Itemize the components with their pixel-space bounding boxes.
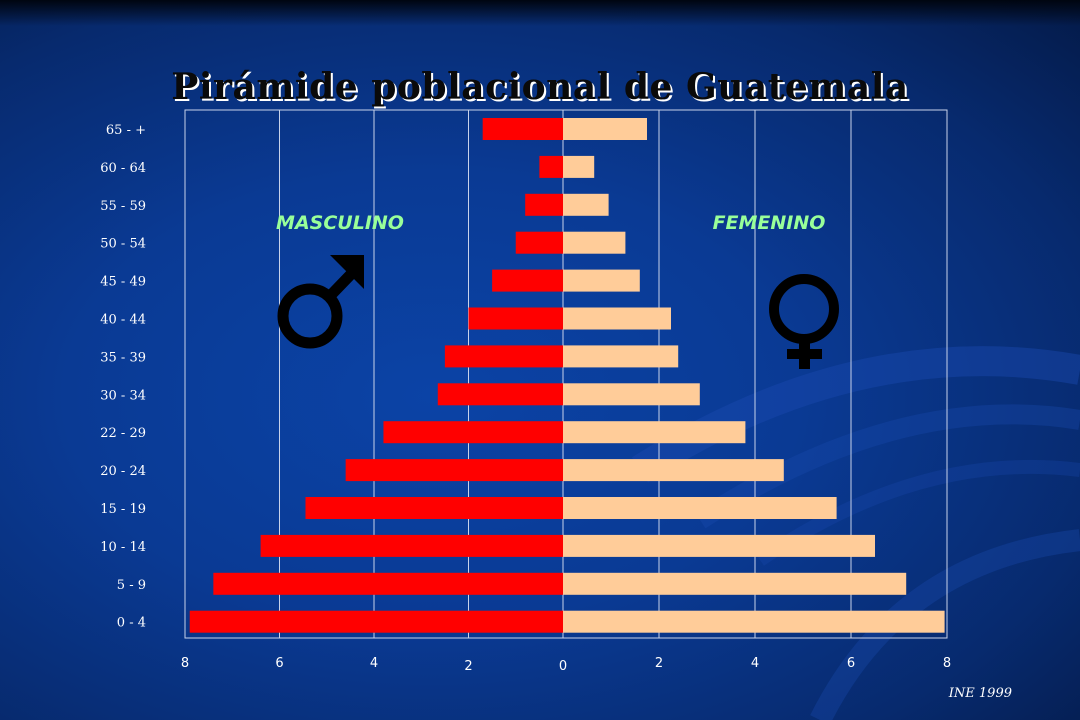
x-tick-label: 6 <box>275 656 283 671</box>
bar-male <box>468 307 563 330</box>
bar-male <box>345 459 563 482</box>
x-tick-label: 4 <box>751 656 759 671</box>
bar-female <box>563 307 671 330</box>
x-tick-label: 8 <box>943 656 951 671</box>
category-label: 10 - 14 <box>100 540 146 555</box>
category-label: 30 - 34 <box>100 388 146 403</box>
bar-female <box>563 231 626 254</box>
bar-male <box>189 610 563 633</box>
category-label: 50 - 54 <box>100 237 146 252</box>
bar-male <box>444 345 563 368</box>
category-label: 0 - 4 <box>117 616 146 631</box>
male-series-label: MASCULINO <box>276 212 404 234</box>
bar-female <box>563 345 679 368</box>
category-label: 55 - 59 <box>100 199 146 214</box>
bar-female <box>563 610 945 633</box>
x-tick-label: 2 <box>464 659 472 674</box>
plot-frame <box>184 109 948 639</box>
category-label: 20 - 24 <box>100 464 146 479</box>
category-label: 5 - 9 <box>117 578 146 593</box>
bar-female <box>563 383 700 406</box>
bar-male <box>437 383 563 406</box>
category-label: 35 - 39 <box>100 350 146 365</box>
bar-female <box>563 118 647 140</box>
category-label: 22 - 29 <box>100 426 146 441</box>
category-label: 65 - + <box>106 123 146 138</box>
bar-female <box>563 534 875 557</box>
x-tick-label: 6 <box>847 656 855 671</box>
bar-male <box>305 497 563 519</box>
bar-male <box>515 231 563 254</box>
bar-female <box>563 155 595 178</box>
bar-female <box>563 421 746 444</box>
bar-male <box>539 155 563 178</box>
bar-male <box>383 421 563 444</box>
bar-female <box>563 269 640 292</box>
x-tick-label: 8 <box>181 656 189 671</box>
bar-female <box>563 193 609 216</box>
top-shadow-band <box>0 0 1080 26</box>
bar-male <box>482 118 563 140</box>
female-series-label: FEMENINO <box>713 212 826 234</box>
female-symbol-icon <box>769 274 839 369</box>
x-tick-label: 2 <box>655 656 663 671</box>
x-tick-label: 0 <box>559 659 567 674</box>
x-tick-label: 4 <box>370 656 378 671</box>
bar-male <box>492 269 563 292</box>
bar-male <box>260 534 563 557</box>
category-label: 45 - 49 <box>100 275 146 290</box>
male-symbol-icon <box>277 255 364 349</box>
page-title: Pirámide poblacional de Guatemala <box>171 66 909 108</box>
source-note: INE 1999 <box>948 686 1012 701</box>
category-label: 40 - 44 <box>100 313 146 328</box>
category-label: 60 - 64 <box>100 161 146 176</box>
bar-male <box>525 193 563 216</box>
category-label: 15 - 19 <box>100 502 146 517</box>
bar-female <box>563 497 837 519</box>
bar-male <box>213 572 563 595</box>
bar-female <box>563 459 784 482</box>
bar-female <box>563 572 907 595</box>
